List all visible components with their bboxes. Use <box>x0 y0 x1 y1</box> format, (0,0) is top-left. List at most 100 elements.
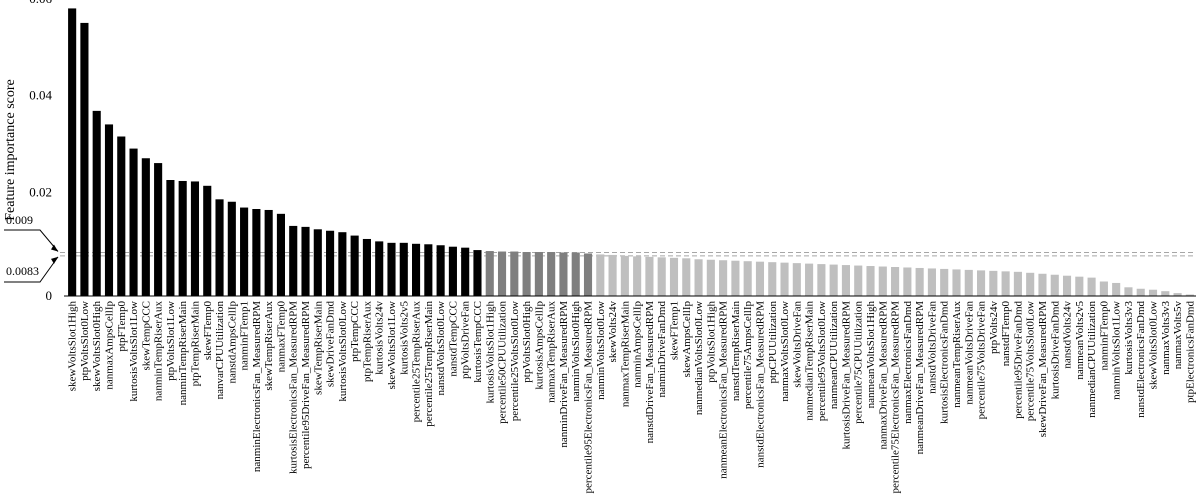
bar <box>448 246 457 296</box>
category-label: percentile25TempRiserAux <box>411 301 423 423</box>
bar <box>940 268 949 296</box>
threshold-arrowhead <box>51 244 58 252</box>
bar <box>633 256 642 296</box>
category-label: nanmaxAmpsCellIp <box>103 301 115 390</box>
bar <box>927 268 936 296</box>
category-label: nanstdTempCCC <box>447 301 459 377</box>
category-label: nanminVoltsSlot0Low <box>595 301 607 400</box>
category-label: ptpVoltsSlot0Low <box>79 301 91 381</box>
bar <box>80 22 89 296</box>
y-tick-label: 0 <box>46 288 53 303</box>
bar <box>719 260 728 296</box>
y-tick-label: 0.02 <box>29 184 52 199</box>
bar <box>866 266 875 296</box>
category-label: percentile75AmpsCellIp <box>742 301 754 410</box>
category-label: skewVolts24v <box>607 301 619 363</box>
bar <box>964 269 973 296</box>
bar <box>240 207 249 296</box>
category-label: skewTempRiserMain <box>312 301 324 395</box>
bar <box>461 247 470 296</box>
category-label: kurtosisElectronicsFan_MeasuredRPM <box>288 301 300 474</box>
category-label: percentile75CPUUtilization <box>853 301 865 424</box>
bar <box>977 270 986 296</box>
bar <box>891 267 900 296</box>
y-axis-ticks: 0 0.02 0.04 0.06 <box>29 0 52 303</box>
category-label: ptpVolts24v <box>988 301 1000 354</box>
category-label: skewVoltsDriveFan <box>791 301 803 388</box>
category-label: ptpVoltsSlot0High <box>521 301 533 383</box>
bar <box>522 252 531 296</box>
bar <box>264 209 273 296</box>
category-label: skewVoltsSlot1High <box>67 301 79 392</box>
category-label: ptpElectronicsFanDmd <box>1184 301 1196 404</box>
bar <box>510 251 519 296</box>
category-labels: skewVoltsSlot1High ptpVoltsSlot0Low skewVo… <box>67 301 1197 494</box>
y-tick-label: 0.06 <box>29 0 52 6</box>
bar <box>706 259 715 296</box>
bar <box>215 199 224 296</box>
bar <box>547 252 556 296</box>
bar <box>694 259 703 296</box>
bar <box>117 136 126 296</box>
category-label: nanmeanVoltsDriveFan <box>963 301 975 405</box>
bar <box>743 261 752 296</box>
category-label: nanminAmpsCellIp <box>632 301 644 388</box>
bar <box>92 110 101 296</box>
bar <box>1050 274 1059 296</box>
bar <box>657 257 666 296</box>
bar <box>1185 294 1194 296</box>
bar <box>252 209 261 296</box>
bar <box>1161 291 1170 296</box>
category-label: percentile95VoltsSlot0Low <box>816 301 828 421</box>
bar <box>768 262 777 296</box>
category-label: nanminTempRiserMain <box>177 301 189 406</box>
category-label: nanmedianTempRiserMain <box>804 301 816 421</box>
category-label: skewVoltsSlot0High <box>91 301 103 392</box>
bar <box>203 185 212 296</box>
category-label: percentile25VoltsSlot0Low <box>509 301 521 421</box>
bar <box>829 264 838 296</box>
bar <box>387 242 396 296</box>
category-label: nanminElectronicsFan_MeasuredRPM <box>251 301 263 472</box>
category-label: nanstdVoltsDriveFan <box>926 301 938 394</box>
category-label: nanstdTempRiserMain <box>730 301 742 402</box>
category-label: nanmaxTempRiserAux <box>546 301 558 403</box>
category-label: kurtosisDriveFanDmd <box>1049 301 1061 400</box>
bar <box>412 243 421 296</box>
bar <box>190 181 200 296</box>
bar <box>989 270 998 296</box>
bar <box>841 265 850 296</box>
category-label: ptpTempCCC <box>349 301 361 362</box>
bar <box>289 225 298 296</box>
bar <box>68 8 77 296</box>
threshold-arrowhead <box>51 256 58 264</box>
category-label: nanminDriveFan_MeasuredRPM <box>558 301 570 448</box>
bar <box>276 213 285 296</box>
category-label: nanstdVoltsSlot0Low <box>435 301 447 396</box>
category-label: percentile25TempRiserMain <box>423 301 435 427</box>
category-label: skewTempRiserAux <box>263 301 275 391</box>
bar <box>326 230 335 296</box>
category-label: nanmeanElectronicsFan_MeasuredRPM <box>718 301 730 479</box>
category-label: nanmeanTempRiserAux <box>951 301 963 408</box>
bar <box>178 180 187 296</box>
bar <box>104 124 114 296</box>
category-label: nanminVoltsSlot1Low <box>1111 301 1123 400</box>
category-label: percentile95ElectronicsFan_MeasuredRPM <box>583 301 595 494</box>
bar <box>1148 289 1158 296</box>
bar <box>473 250 482 296</box>
bar <box>792 263 801 296</box>
bar <box>1001 271 1010 296</box>
bar <box>424 244 433 296</box>
bar <box>1112 282 1121 296</box>
category-label: percentile95DriveFanDmd <box>1012 301 1024 419</box>
bar <box>620 255 629 296</box>
bar <box>301 226 310 296</box>
category-label: kurtosisDriveFan_MeasuredRPM <box>840 301 852 450</box>
bar <box>399 242 408 296</box>
category-label: skewFTemp1 <box>668 301 680 360</box>
bar <box>1013 271 1022 296</box>
category-label: kurtosisTempCCC <box>472 301 484 383</box>
category-label: percentile75ElectronicsFan_MeasuredRPM <box>890 301 902 494</box>
